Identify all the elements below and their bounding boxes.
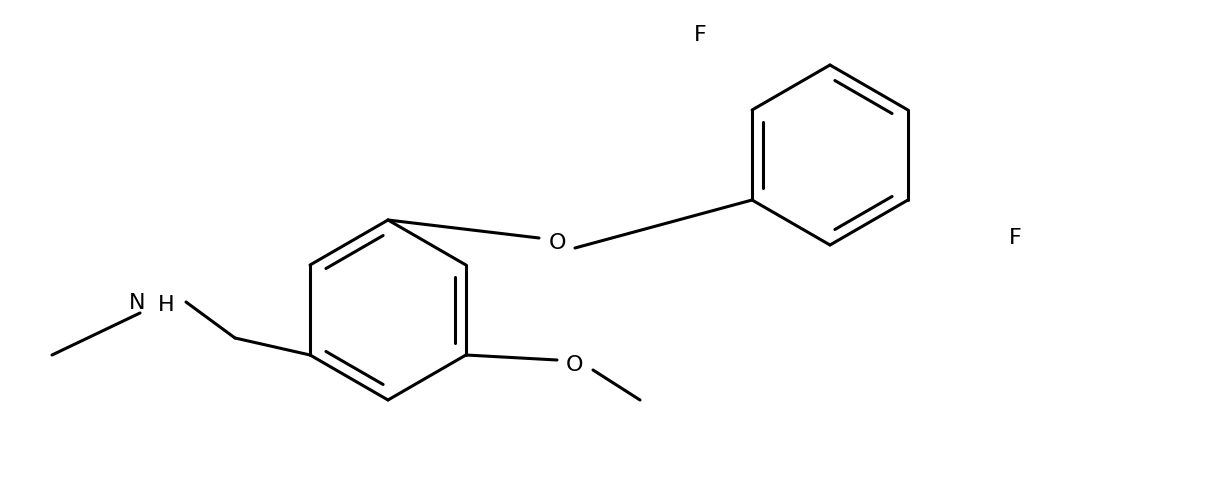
Text: H: H [158,295,175,315]
Text: F: F [694,25,706,45]
Text: F: F [1008,228,1022,248]
Text: O: O [549,233,566,253]
Text: O: O [566,355,584,375]
Text: N: N [128,293,145,313]
